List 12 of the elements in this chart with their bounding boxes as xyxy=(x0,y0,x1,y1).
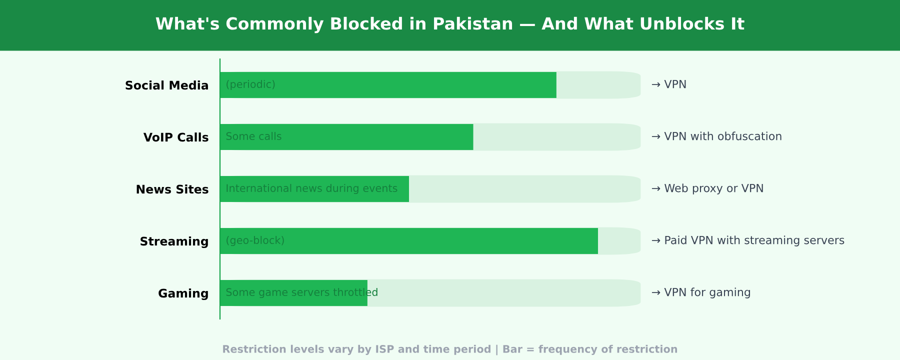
y-tick-label: Streaming xyxy=(140,236,208,248)
chart-title: What's Commonly Blocked in Pakistan — And What Unblocks It xyxy=(156,16,744,34)
text: → VPN for gaming xyxy=(652,288,750,298)
text: Restriction levels vary by ISP and time period | Bar = frequency of restriction xyxy=(223,344,678,356)
text: → VPN xyxy=(652,80,686,88)
text: → Paid VPN with streaming servers xyxy=(652,236,844,246)
y-tick-label: VoIP Calls xyxy=(143,132,208,142)
y-tick-label: News Sites xyxy=(136,184,208,194)
y-tick-label: Gaming xyxy=(158,288,208,300)
y-tick-label: Social Media xyxy=(126,80,208,90)
text: → Web proxy or VPN xyxy=(652,184,763,194)
text: → VPN with obfuscation xyxy=(652,132,782,140)
